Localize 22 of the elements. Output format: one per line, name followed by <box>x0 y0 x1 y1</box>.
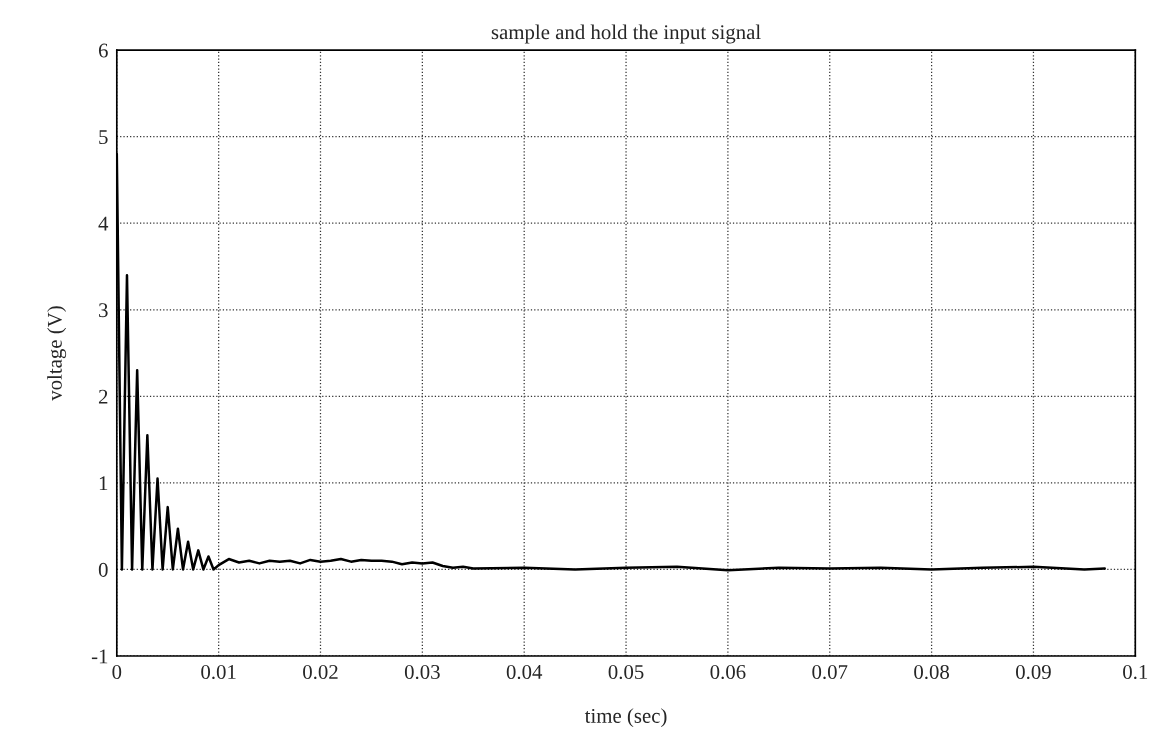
y-tick-label: -1 <box>91 649 108 664</box>
x-axis-title: time (sec) <box>584 708 667 728</box>
y-tick-label: 3 <box>99 303 108 318</box>
x-tick-label: 0.09 <box>1016 664 1051 680</box>
x-tick-label: 0.01 <box>201 664 236 680</box>
y-tick-label: 2 <box>98 389 108 404</box>
y-tick-label: 6 <box>98 43 108 58</box>
x-tick-label: 0.08 <box>914 664 950 680</box>
x-tick-label: 0.02 <box>303 664 338 680</box>
x-tick-label: 0.03 <box>404 664 440 680</box>
x-tick-label: 0.05 <box>608 664 644 680</box>
x-tick-label: 0.1 <box>1123 664 1148 680</box>
y-tick-label: 1 <box>99 476 108 491</box>
y-tick-label: 5 <box>99 130 108 145</box>
y-axis-title: voltage (V) <box>47 306 67 401</box>
x-tick-label: 0 <box>112 664 122 679</box>
x-tick-label: 0.06 <box>710 664 746 680</box>
x-tick-label: 0.04 <box>506 664 543 680</box>
x-tick-label: 0.07 <box>812 664 848 680</box>
chart-title: sample and hold the input signal <box>491 24 761 44</box>
y-tick-label: 0 <box>98 562 108 577</box>
y-tick-label: 4 <box>98 216 109 231</box>
